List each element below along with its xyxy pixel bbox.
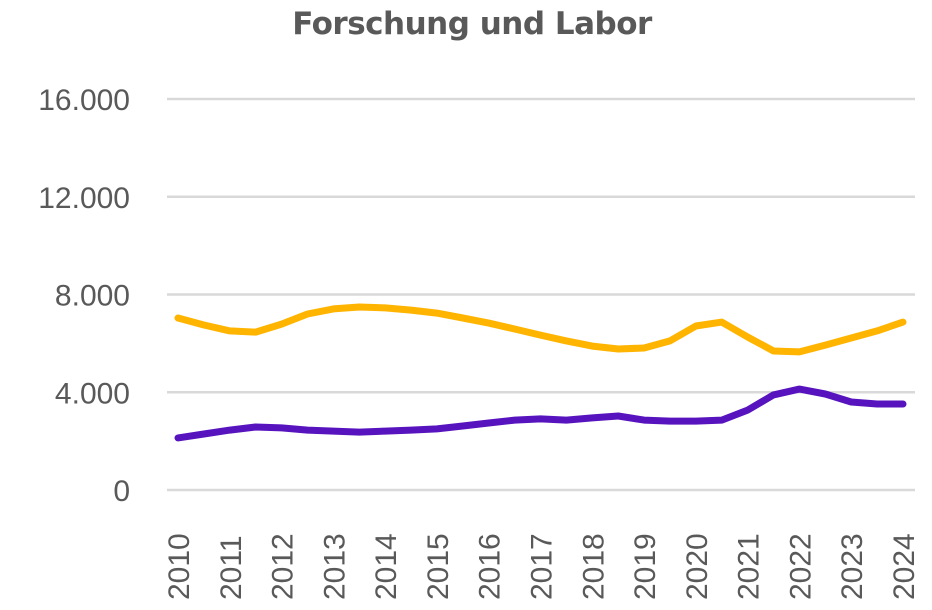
chart-title: Forschung und Labor bbox=[292, 6, 652, 42]
x-tick-label: 2023 bbox=[836, 533, 869, 600]
y-tick-label: 4.000 bbox=[55, 377, 130, 410]
x-tick-label: 2022 bbox=[784, 533, 817, 600]
x-tick-label: 2013 bbox=[318, 533, 351, 600]
y-tick-label: 8.000 bbox=[55, 280, 130, 313]
y-tick-label: 0 bbox=[113, 475, 130, 508]
x-tick-label: 2014 bbox=[370, 533, 403, 600]
x-tick-label: 2017 bbox=[526, 533, 559, 600]
y-axis-tick-labels: 0 4.000 8.000 12.000 16.000 bbox=[38, 84, 130, 508]
x-tick-label: 2011 bbox=[215, 535, 248, 600]
series-line-2 bbox=[174, 385, 907, 442]
series-line-1 bbox=[174, 303, 907, 356]
x-tick-label: 2015 bbox=[422, 533, 455, 600]
x-tick-label: 2021 bbox=[733, 533, 766, 600]
x-axis-tick-labels: 2010 2011 2012 2013 2014 2015 2016 2017 2018 2019… bbox=[163, 533, 921, 600]
x-tick-label: 2024 bbox=[888, 533, 921, 600]
x-tick-label: 2020 bbox=[681, 533, 714, 600]
x-tick-label: 2019 bbox=[629, 533, 662, 600]
gridlines bbox=[167, 97, 915, 492]
x-tick-label: 2018 bbox=[577, 533, 610, 600]
series-lines bbox=[174, 303, 907, 442]
x-tick-label: 2016 bbox=[474, 533, 507, 600]
y-tick-label: 12.000 bbox=[38, 182, 130, 215]
x-tick-label: 2012 bbox=[267, 533, 300, 600]
y-tick-label: 16.000 bbox=[38, 84, 130, 117]
x-tick-label: 2010 bbox=[163, 533, 196, 600]
